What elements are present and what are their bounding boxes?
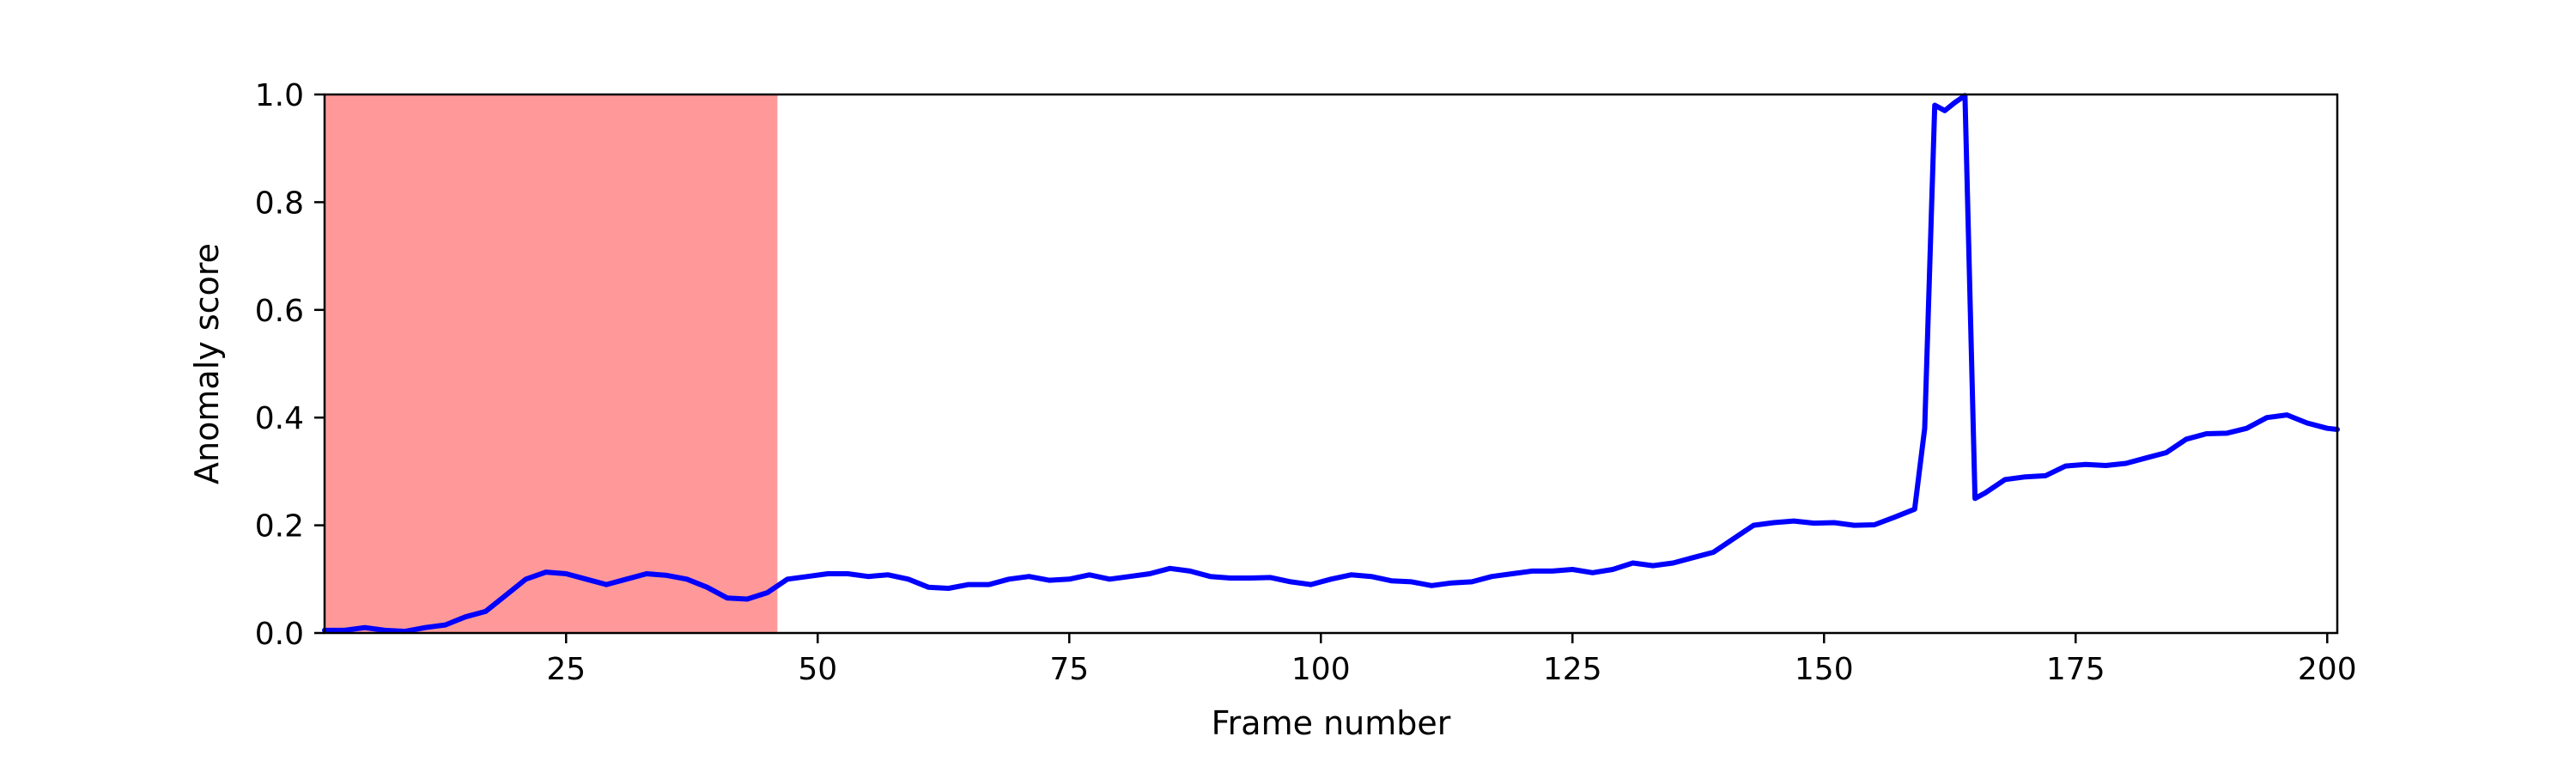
x-axis-label: Frame number — [1212, 704, 1451, 742]
y-tick-label: 0.4 — [255, 401, 304, 436]
x-tick-label: 150 — [1795, 652, 1854, 687]
y-tick-label: 0.6 — [255, 294, 304, 329]
y-axis-label: Anomaly score — [188, 243, 226, 484]
y-tick-label: 1.0 — [255, 78, 304, 113]
series-layer — [322, 93, 2340, 635]
y-tick-label: 0.8 — [255, 186, 304, 221]
x-tick-label: 50 — [798, 652, 837, 687]
x-tick-label: 100 — [1291, 652, 1351, 687]
y-tick-label: 0.0 — [255, 617, 304, 652]
x-tick-label: 25 — [546, 652, 586, 687]
y-tick-label: 0.2 — [255, 509, 304, 545]
plot-frame — [323, 93, 2339, 635]
y-axis-ticks: 0.0 0.2 0.4 0.6 0.8 1.0 — [255, 78, 325, 652]
x-tick-label: 200 — [2298, 652, 2357, 687]
x-tick-label: 75 — [1049, 652, 1089, 687]
x-tick-label: 125 — [1543, 652, 1602, 687]
x-axis-ticks: 25 50 75 100 125 150 175 200 — [546, 633, 2357, 687]
shaded-region-0 — [325, 94, 778, 633]
x-tick-label: 175 — [2046, 652, 2105, 687]
shaded-region-layer — [325, 94, 778, 633]
series-line-0 — [322, 93, 2340, 635]
